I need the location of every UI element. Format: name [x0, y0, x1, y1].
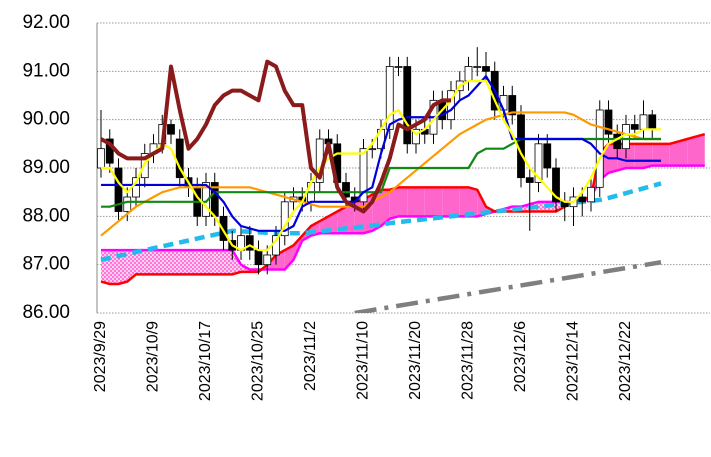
- cloud-fill: [687, 136, 696, 166]
- candle-body: [368, 148, 377, 151]
- x-tick-label: 2023/12/22: [617, 321, 634, 401]
- candle-body: [482, 66, 490, 72]
- candle-body: [412, 128, 420, 145]
- cloud-fill: [206, 250, 215, 275]
- cloud-fill: [442, 187, 451, 217]
- candle-body: [630, 124, 639, 130]
- cloud-fill: [407, 187, 416, 217]
- y-tick-label: 87.00: [22, 254, 70, 275]
- candle-body: [385, 66, 394, 130]
- cloud-fill: [661, 143, 670, 166]
- cloud-fill: [634, 143, 644, 168]
- candle-body: [648, 114, 657, 130]
- cloud-fill: [101, 250, 110, 284]
- candle-body: [114, 167, 123, 212]
- candle-body: [543, 143, 552, 169]
- candle-body: [254, 249, 263, 266]
- cloud-fill: [669, 141, 679, 166]
- cloud-fill: [416, 187, 425, 217]
- line-series: [100, 59, 451, 214]
- x-tick-label: 2023/11/2: [302, 321, 319, 391]
- cloud-fill: [162, 250, 171, 275]
- cloud-fill: [626, 143, 635, 168]
- cloud-fill: [346, 201, 355, 234]
- x-tick-label: 2023/11/28: [460, 321, 477, 400]
- candle-body: [595, 109, 604, 188]
- plot: [97, 47, 706, 313]
- candle-body: [105, 138, 114, 164]
- cloud-fill: [127, 250, 136, 282]
- x-tick-label: 2023/12/6: [512, 321, 529, 392]
- candle-body: [342, 182, 350, 198]
- cloud-span-a: [100, 132, 706, 286]
- y-tick-label: 91.00: [22, 60, 70, 81]
- x-tick-label: 2023/12/14: [565, 321, 582, 401]
- y-tick-label: 89.00: [22, 157, 70, 178]
- candle-body: [97, 148, 105, 169]
- cloud-fill: [459, 187, 469, 217]
- candle-body: [167, 124, 175, 135]
- cloud-fill: [223, 250, 233, 275]
- cloud-fill: [118, 250, 128, 284]
- candle-body: [473, 66, 482, 68]
- candle-body: [552, 167, 560, 203]
- y-tick-label: 92.00: [22, 12, 70, 33]
- x-tick-label: 2023/10/17: [197, 321, 214, 401]
- x-tick-label: 2023/11/20: [407, 321, 424, 400]
- candle-body: [394, 66, 403, 68]
- cloud-fill: [643, 143, 653, 168]
- candle-body: [604, 109, 613, 135]
- candle-body: [508, 95, 517, 116]
- candle-body: [578, 196, 587, 203]
- candle-body: [245, 235, 254, 251]
- candle-body: [359, 148, 368, 203]
- cloud-fill: [153, 250, 163, 275]
- y-tick-label: 90.00: [22, 109, 70, 130]
- x-tick-label: 2023/10/9: [145, 321, 162, 392]
- cloud-fill: [328, 211, 338, 234]
- cloud-fill: [284, 245, 294, 270]
- cloud-fill: [109, 250, 119, 284]
- candle-body: [219, 215, 228, 241]
- candle-body: [587, 186, 595, 203]
- line-series: [101, 75, 661, 232]
- cloud-fill: [617, 143, 626, 171]
- candle-body: [534, 143, 543, 183]
- cloud-fill: [381, 189, 390, 226]
- x-tick-label: 2023/11/10: [355, 321, 372, 400]
- cloud-fill: [136, 250, 145, 275]
- x-tick-label: 2023/10/25: [250, 321, 267, 401]
- cloud-fill: [197, 250, 206, 275]
- cloud-fill: [214, 250, 224, 275]
- candle-body: [403, 66, 412, 145]
- candle-body: [464, 66, 473, 82]
- line-series: [354, 260, 662, 313]
- cloud-fill: [171, 250, 180, 275]
- cloud-fill: [144, 250, 154, 275]
- cloud-fill: [678, 139, 688, 166]
- cloud-span-b: [101, 164, 705, 271]
- candle-body: [263, 254, 272, 266]
- cloud-fill: [652, 143, 661, 166]
- line-series: [101, 79, 661, 252]
- cloud-fill: [696, 134, 705, 166]
- y-tick-label: 88.00: [22, 205, 70, 226]
- cloud-fill: [188, 250, 198, 275]
- cloud-fill: [424, 187, 434, 217]
- y-tick-label: 86.00: [22, 302, 70, 323]
- candle-body: [639, 114, 648, 130]
- cloud-fill: [451, 187, 460, 217]
- cloud-fill: [398, 187, 408, 217]
- cloud-fill: [389, 187, 399, 219]
- x-tick-label: 2023/9/29: [92, 321, 109, 392]
- candle-body: [123, 196, 132, 212]
- candle-body: [525, 177, 534, 183]
- cloud-fill: [468, 187, 478, 217]
- line-series: [100, 111, 661, 237]
- cloud-fill: [433, 187, 443, 217]
- cloud-fill: [179, 250, 189, 275]
